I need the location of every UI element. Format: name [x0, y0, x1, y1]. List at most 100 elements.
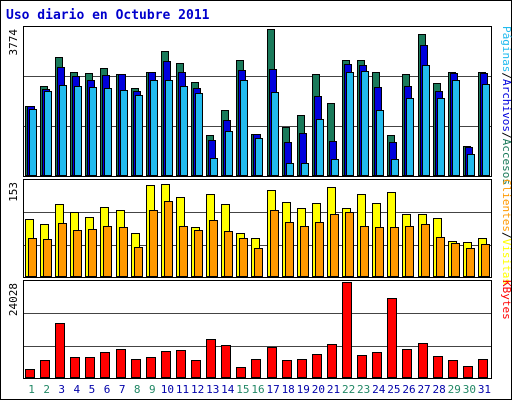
- bar-kbytes-day-13: [206, 339, 216, 378]
- bar-clientes-day-27: [421, 224, 430, 277]
- x-tick-label: 26: [402, 383, 415, 396]
- x-tick-label: 15: [236, 383, 249, 396]
- bar-kbytes-day-26: [402, 349, 412, 378]
- bar-kbytes-day-10: [161, 351, 171, 378]
- x-tick-label: 24: [372, 383, 386, 396]
- series-kbytes: [25, 282, 488, 378]
- bar-clientes-day-31: [481, 244, 490, 277]
- x-tick-label: 19: [297, 383, 310, 396]
- bar-kbytes-day-17: [267, 347, 277, 378]
- bar-clientes-day-7: [119, 227, 128, 277]
- bar-kbytes-day-7: [116, 349, 126, 378]
- bar-kbytes-day-9: [146, 357, 156, 378]
- x-tick-label: 9: [149, 383, 156, 396]
- panel-hits: 3774 Páginas/Archivos/Accesos: [7, 26, 512, 185]
- x-tick-label: 10: [161, 383, 174, 396]
- x-tick-label: 31: [478, 383, 491, 396]
- legend-entry: KBytes: [500, 280, 512, 320]
- x-tick-label: 1: [28, 383, 35, 396]
- bar-kbytes-day-5: [85, 357, 95, 378]
- bar-kbytes-day-11: [176, 350, 186, 378]
- bar-kbytes-day-24: [372, 352, 382, 378]
- bar-páginas-day-14: [225, 131, 233, 176]
- bar-clientes-day-21: [330, 214, 339, 277]
- x-tick-label: 23: [357, 383, 370, 396]
- bar-páginas-day-25: [391, 159, 399, 176]
- bar-páginas-day-24: [376, 110, 384, 176]
- bar-páginas-day-10: [165, 80, 173, 176]
- bar-páginas-day-23: [361, 71, 369, 176]
- y-max-label: 24028: [7, 283, 20, 316]
- bar-clientes-day-8: [134, 247, 143, 277]
- bar-clientes-day-14: [224, 231, 233, 277]
- bar-páginas-day-7: [120, 90, 128, 176]
- bar-páginas-day-22: [346, 72, 354, 176]
- panel-visits: 153 Clientes/Visitas: [7, 179, 512, 285]
- legend-entry: Archivos: [500, 79, 512, 132]
- bar-páginas-day-15: [240, 80, 248, 176]
- bar-kbytes-day-3: [55, 323, 65, 378]
- bar-kbytes-day-6: [100, 352, 110, 378]
- legend-hits: Páginas/Archivos/Accesos: [500, 26, 512, 185]
- bar-páginas-day-17: [271, 92, 279, 176]
- series-páginas: [29, 65, 490, 176]
- bar-kbytes-day-14: [221, 345, 231, 378]
- x-tick-label: 16: [251, 383, 264, 396]
- bar-kbytes-day-18: [282, 360, 292, 378]
- bar-clientes-day-29: [451, 243, 460, 277]
- bar-páginas-day-8: [135, 95, 143, 176]
- bar-clientes-day-23: [360, 226, 369, 277]
- x-tick-label: 13: [206, 383, 219, 396]
- x-tick-label: 5: [89, 383, 96, 396]
- legend-entry: Visitas: [500, 239, 512, 285]
- bar-kbytes-day-1: [25, 369, 35, 378]
- x-tick-label: 21: [327, 383, 340, 396]
- bar-clientes-day-22: [345, 212, 354, 277]
- bar-páginas-day-30: [467, 154, 475, 176]
- bar-páginas-day-2: [44, 91, 52, 176]
- bar-páginas-day-27: [422, 65, 430, 176]
- legend-entry: /: [500, 72, 512, 79]
- x-tick-label: 18: [282, 383, 295, 396]
- bar-kbytes-day-4: [70, 357, 80, 378]
- bar-clientes-day-17: [270, 210, 279, 277]
- legend-entry: Clientes: [500, 179, 512, 232]
- bar-kbytes-day-8: [131, 359, 141, 378]
- bar-clientes-day-25: [390, 227, 399, 277]
- bar-kbytes-day-22: [342, 282, 352, 378]
- bar-clientes-day-19: [300, 226, 309, 277]
- bar-kbytes-day-29: [448, 360, 458, 378]
- bar-clientes-day-9: [149, 210, 158, 277]
- legend-entry: /: [500, 132, 512, 139]
- bar-páginas-day-28: [437, 98, 445, 176]
- bar-clientes-day-13: [209, 220, 218, 277]
- x-tick-label: 17: [266, 383, 279, 396]
- bar-clientes-day-2: [43, 239, 52, 277]
- bar-páginas-day-29: [452, 80, 460, 176]
- bar-kbytes-day-19: [297, 359, 307, 378]
- chart-title: Uso diario en Octubre 2011: [6, 8, 210, 23]
- bar-kbytes-day-23: [357, 355, 367, 378]
- bar-clientes-day-11: [179, 226, 188, 277]
- bar-kbytes-day-21: [327, 344, 337, 378]
- x-tick-label: 3: [58, 383, 65, 396]
- bar-clientes-day-6: [103, 226, 112, 277]
- x-tick-label: 4: [74, 383, 81, 396]
- bar-clientes-day-5: [88, 229, 97, 277]
- bar-páginas-day-11: [180, 86, 188, 176]
- bar-páginas-day-21: [331, 159, 339, 176]
- bar-kbytes-day-25: [387, 298, 397, 378]
- bar-clientes-day-3: [58, 223, 67, 277]
- bar-clientes-day-20: [315, 222, 324, 277]
- bar-clientes-day-15: [239, 238, 248, 277]
- x-tick-label: 22: [342, 383, 355, 396]
- x-tick-label: 6: [104, 383, 111, 396]
- bar-kbytes-day-16: [251, 359, 261, 378]
- bar-páginas-day-20: [316, 119, 324, 176]
- bar-clientes-day-28: [436, 237, 445, 277]
- series-clientes: [28, 201, 490, 277]
- bar-páginas-day-5: [89, 87, 97, 176]
- bar-páginas-day-16: [255, 138, 263, 176]
